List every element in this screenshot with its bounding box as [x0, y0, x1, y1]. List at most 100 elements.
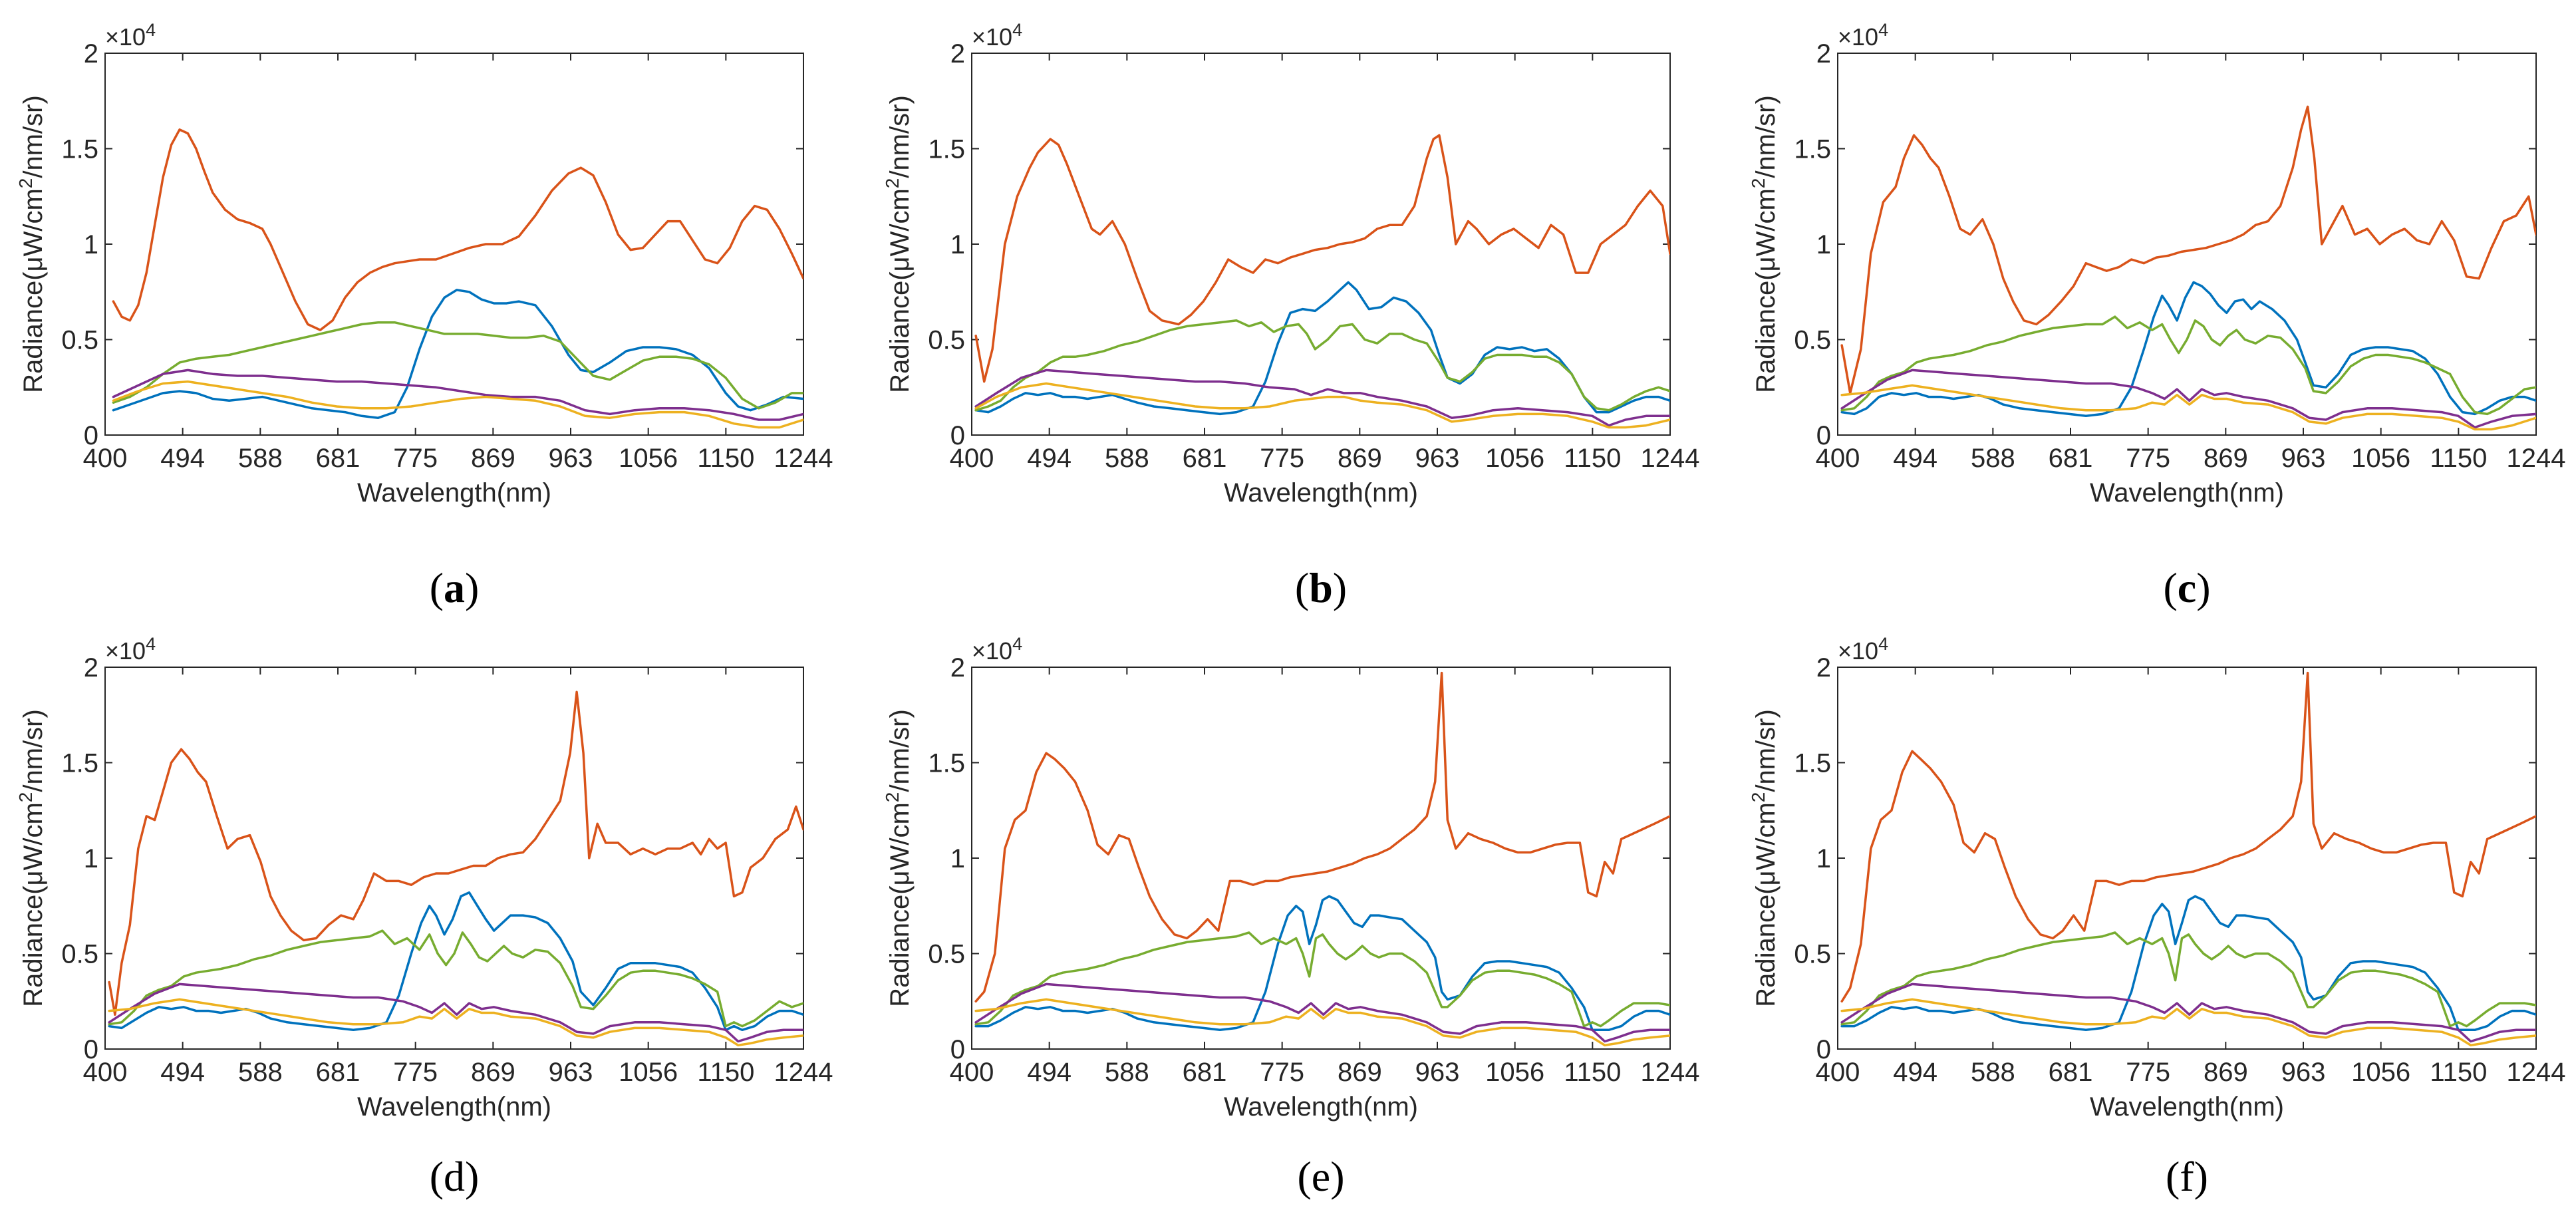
y-tick-label: 2	[1816, 653, 1831, 683]
x-tick-label: 869	[2204, 1058, 2248, 1087]
x-tick-label: 775	[2126, 444, 2170, 473]
x-tick-label: 869	[471, 444, 515, 473]
x-tick-label: 963	[549, 444, 593, 473]
y-axis-label-main: Radiance(μW/cm	[19, 802, 48, 1007]
x-tick-label: 1056	[619, 1058, 678, 1087]
x-tick-label: 400	[83, 444, 128, 473]
x-tick-label: 494	[1893, 444, 1937, 473]
x-tick-label: 681	[316, 1058, 360, 1087]
chart-panel-b: 400 494 588 681 775 869 963 1056 1150 1244 0 0.5 1 1.…	[882, 20, 1699, 611]
y-tick-label: 2	[950, 653, 965, 683]
x-tick-label: 775	[1260, 444, 1304, 473]
y-tick-label: 1.5	[61, 749, 98, 778]
plot-area	[104, 667, 804, 1050]
y-axis-label: Radiance(μW/cm2/nm/sr)	[15, 709, 48, 1007]
exponent-label: ×104	[105, 634, 156, 665]
x-axis-label: Wavelength(nm)	[357, 1092, 551, 1122]
x-tick-label: 1244	[2507, 444, 2566, 473]
series-line-green	[108, 929, 803, 1028]
x-tick-label: 775	[393, 444, 438, 473]
y-axis-label-sup: 2	[1748, 178, 1769, 189]
caption-open: (	[1295, 564, 1309, 611]
series-line-green	[974, 931, 1670, 1028]
y-axis-label-tail: /nm/sr)	[19, 95, 48, 178]
y-tick-label: 1	[950, 230, 965, 259]
series-line-green	[974, 319, 1670, 412]
y-axis-label: Radiance(μW/cm2/nm/sr)	[15, 95, 48, 393]
exponent-label: ×104	[972, 20, 1022, 51]
x-tick-label: 869	[2204, 444, 2248, 473]
series-line-purple	[974, 369, 1670, 427]
exponent-label: ×104	[972, 634, 1022, 665]
x-tick-label: 775	[2126, 1058, 2170, 1087]
caption-open: (	[1297, 1153, 1311, 1200]
panel-caption: (b)	[1295, 564, 1347, 611]
panel-caption: (a)	[430, 564, 480, 611]
series-line-blue	[108, 891, 803, 1032]
series-line-orange	[1840, 671, 2536, 1003]
caption-close: )	[465, 1153, 479, 1200]
caption-letter: e	[1312, 1153, 1330, 1200]
x-tick-label: 1150	[1564, 1058, 1621, 1087]
series-group	[974, 671, 1670, 1047]
x-tick-label: 1056	[1485, 444, 1544, 473]
y-axis-label-main: Radiance(μW/cm	[885, 802, 915, 1007]
series-line-orange	[108, 690, 803, 1016]
series-line-blue	[112, 289, 803, 419]
x-tick-label: 1150	[697, 444, 754, 473]
series-line-purple	[1840, 983, 2536, 1043]
y-axis-label: Radiance(μW/cm2/nm/sr)	[882, 95, 915, 393]
plot-area	[1837, 53, 2537, 436]
series-line-yellow	[108, 998, 803, 1047]
series-line-blue	[1840, 895, 2536, 1032]
x-tick-label: 1150	[697, 1058, 754, 1087]
x-tick-label: 1244	[1641, 1058, 1700, 1087]
caption-letter: a	[444, 564, 465, 611]
plot-area	[104, 53, 804, 436]
x-tick-label: 400	[1816, 444, 1860, 473]
y-axis-label-main: Radiance(μW/cm	[885, 188, 915, 393]
y-tick-label: 2	[84, 653, 98, 683]
y-tick-label: 0.5	[61, 326, 98, 355]
y-tick-label: 1	[1816, 230, 1831, 259]
exponent-base: ×10	[105, 23, 146, 51]
caption-letter: c	[2178, 564, 2196, 611]
y-axis-label-sup: 2	[15, 178, 36, 189]
x-tick-label: 588	[238, 444, 283, 473]
y-tick-label: 1.5	[61, 135, 98, 164]
series-line-orange	[974, 671, 1670, 1003]
series-line-yellow	[112, 380, 803, 429]
plot-area	[971, 667, 1671, 1050]
x-tick-label: 775	[393, 1058, 438, 1087]
x-axis-label: Wavelength(nm)	[357, 478, 551, 508]
y-axis-label-tail: /nm/sr)	[1751, 95, 1781, 178]
series-line-yellow	[974, 998, 1670, 1047]
caption-letter: d	[444, 1153, 465, 1200]
x-axis-label: Wavelength(nm)	[1224, 1092, 1418, 1122]
y-tick-label: 1	[950, 844, 965, 873]
exponent-power: 4	[1878, 634, 1888, 654]
caption-letter: b	[1309, 564, 1333, 611]
x-tick-label: 681	[1183, 444, 1227, 473]
x-axis-label: Wavelength(nm)	[2090, 1092, 2284, 1122]
series-line-blue	[974, 895, 1670, 1032]
x-tick-label: 400	[83, 1058, 128, 1087]
y-tick-label: 0	[950, 1035, 965, 1064]
x-tick-label: 588	[238, 1058, 283, 1087]
exponent-power: 4	[146, 634, 156, 654]
y-tick-label: 0	[1816, 421, 1831, 450]
x-tick-label: 494	[1027, 1058, 1072, 1087]
series-line-green	[1840, 315, 2536, 416]
exponent-base: ×10	[1838, 637, 1878, 665]
y-axis-label-sup: 2	[1748, 792, 1769, 803]
x-tick-label: 963	[1415, 1058, 1460, 1087]
x-tick-label: 494	[1027, 444, 1072, 473]
y-tick-label: 0	[84, 421, 98, 450]
exponent-base: ×10	[972, 23, 1012, 51]
y-tick-label: 1	[1816, 844, 1831, 873]
x-tick-label: 1244	[2507, 1058, 2566, 1087]
exponent-base: ×10	[1838, 23, 1878, 51]
y-axis-label: Radiance(μW/cm2/nm/sr)	[882, 709, 915, 1007]
x-tick-label: 681	[316, 444, 360, 473]
